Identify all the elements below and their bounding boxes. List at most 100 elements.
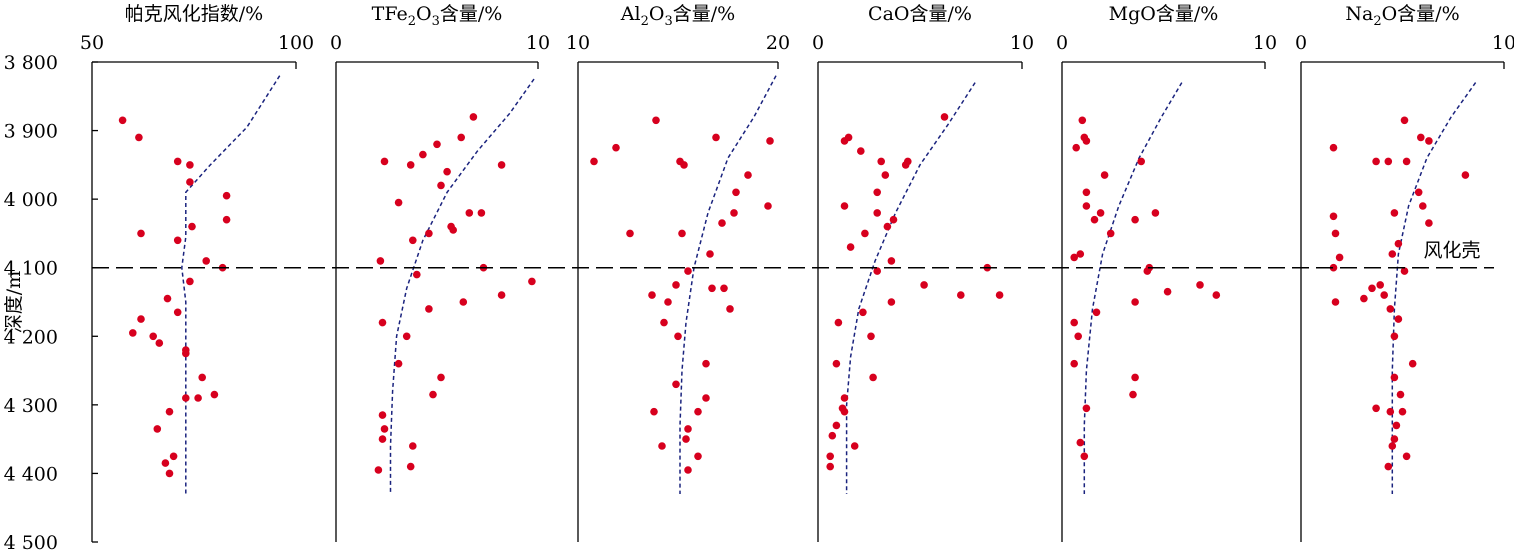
panel-title: 帕克风化指数/%: [125, 3, 263, 25]
data-point: [1425, 219, 1433, 227]
data-point: [1329, 212, 1338, 221]
data-point: [1417, 133, 1425, 142]
data-point: [137, 315, 145, 323]
data-point: [726, 305, 734, 313]
data-point: [222, 191, 231, 200]
data-point: [425, 305, 433, 313]
data-point: [409, 236, 417, 245]
data-point: [1419, 202, 1427, 210]
data-point: [173, 157, 182, 166]
data-point: [744, 171, 752, 179]
data-point: [840, 202, 849, 210]
data-point: [652, 116, 660, 125]
data-point: [1402, 157, 1411, 166]
data-point: [1096, 209, 1105, 217]
y-tick-label: 4 300: [4, 395, 58, 417]
data-point: [1392, 421, 1401, 430]
data-point: [834, 318, 843, 327]
data-point: [1376, 281, 1384, 289]
y-tick-label: 4 400: [4, 463, 58, 485]
data-point: [1390, 435, 1399, 443]
data-point: [1390, 332, 1399, 341]
data-point: [1425, 137, 1433, 145]
reference-line-group: 风化壳: [92, 240, 1494, 269]
x-tick-label: 0: [812, 32, 824, 54]
data-point: [712, 133, 720, 142]
data-point: [857, 147, 865, 155]
title-part: 含量/%: [440, 3, 502, 25]
data-point: [995, 291, 1004, 299]
data-point: [137, 229, 145, 238]
data-point: [1082, 404, 1091, 413]
data-point: [1082, 137, 1091, 145]
x-tick-label: 0: [1295, 32, 1307, 54]
data-point: [1151, 209, 1160, 217]
data-point: [1402, 452, 1411, 461]
data-point: [1384, 157, 1393, 166]
data-point: [1394, 315, 1403, 323]
x-tick-label: 10: [526, 32, 550, 54]
data-point: [198, 373, 206, 382]
data-point: [678, 229, 686, 238]
data-point: [706, 250, 714, 258]
data-point: [376, 257, 385, 265]
data-point: [1143, 267, 1152, 275]
data-point: [764, 202, 772, 210]
data-point: [1372, 157, 1380, 166]
data-point: [672, 380, 680, 389]
data-point: [1398, 407, 1407, 416]
data-point: [766, 137, 774, 145]
data-point: [173, 308, 182, 317]
data-point: [720, 284, 728, 293]
data-point: [1131, 298, 1139, 306]
data-point: [1386, 407, 1395, 416]
data-point: [374, 466, 383, 474]
data-point: [1414, 188, 1423, 197]
data-point: [465, 209, 474, 217]
data-point: [612, 143, 620, 152]
data-point: [684, 267, 692, 275]
data-point: [1076, 250, 1085, 258]
data-point: [394, 359, 403, 368]
data-point: [406, 462, 415, 471]
data-point: [469, 113, 478, 121]
data-point: [1076, 438, 1085, 447]
title-part: MgO含量/%: [1109, 3, 1219, 25]
x-tick-label: 100: [278, 32, 314, 54]
data-point: [1400, 267, 1409, 275]
data-point: [859, 308, 867, 317]
panel-2: TFe2O3含量/% 0 10: [330, 3, 550, 542]
data-point: [186, 161, 194, 169]
data-point: [940, 113, 949, 121]
data-point: [222, 215, 231, 224]
data-point: [1384, 462, 1393, 471]
panel-title: Al2O3含量/%: [620, 3, 735, 29]
title-part: Na: [1345, 3, 1373, 25]
data-point: [1074, 332, 1082, 341]
data-point: [1372, 404, 1380, 413]
data-point: [182, 394, 190, 402]
data-point: [1100, 171, 1109, 179]
data-point: [901, 161, 910, 169]
data-point: [828, 431, 837, 440]
data-point: [135, 133, 143, 142]
data-point: [413, 270, 421, 279]
data-point: [165, 469, 174, 478]
data-point: [702, 359, 710, 368]
data-point: [378, 411, 387, 419]
data-point: [840, 137, 849, 145]
panel-6: Na2O含量/% 0 10: [1295, 3, 1514, 542]
data-point: [429, 390, 437, 399]
data-point: [1092, 308, 1101, 317]
data-point: [1390, 209, 1399, 217]
panel-title: MgO含量/%: [1109, 3, 1219, 25]
data-point: [1070, 359, 1078, 368]
title-part: Al: [620, 3, 641, 25]
data-point: [153, 425, 162, 433]
title-part: O: [649, 3, 665, 25]
data-point: [702, 394, 710, 402]
data-point: [1335, 253, 1344, 262]
data-point: [186, 178, 194, 186]
data-point: [718, 219, 726, 227]
data-point: [1388, 442, 1397, 450]
